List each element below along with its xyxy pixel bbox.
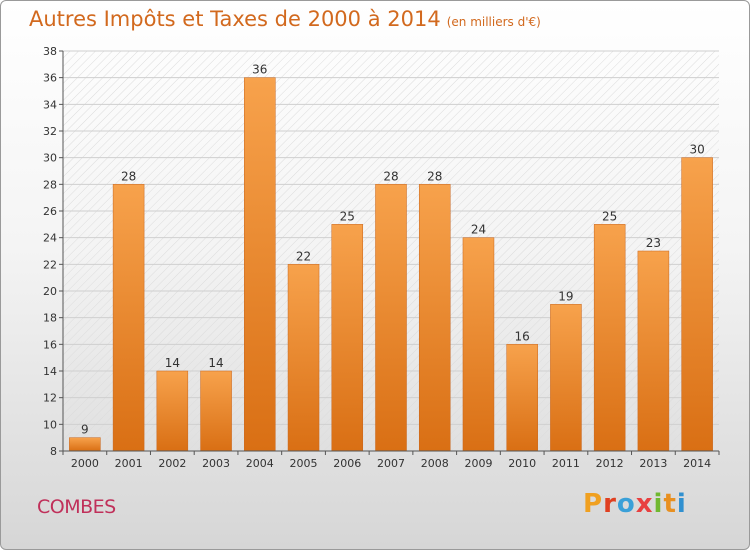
logo-letter: P <box>583 489 604 519</box>
x-tick-label-2005: 2005 <box>290 457 318 470</box>
value-label-2012: 25 <box>602 209 617 223</box>
bar-2008 <box>418 184 451 452</box>
bar-2009 <box>462 237 495 452</box>
x-tick-label-2003: 2003 <box>202 457 230 470</box>
x-tick-label-2002: 2002 <box>158 457 186 470</box>
proxiti-logo: Proxiti <box>583 489 687 519</box>
x-tick-label-2009: 2009 <box>464 457 492 470</box>
bar-2007 <box>375 184 407 452</box>
value-label-2002: 14 <box>165 356 180 370</box>
place-name: COMBES <box>37 496 116 518</box>
x-tick-label-2011: 2011 <box>552 457 580 470</box>
logo-letter: r <box>603 489 617 519</box>
chart-title-unit: (en milliers d'€) <box>446 15 541 29</box>
value-label-2014: 30 <box>689 143 704 157</box>
x-tick-label-2012: 2012 <box>596 457 624 470</box>
y-tick-label: 30 <box>43 152 57 165</box>
y-tick-label: 18 <box>43 312 57 325</box>
logo-letter: i <box>676 489 687 519</box>
y-tick-label: 36 <box>43 72 57 85</box>
x-tick-label-2000: 2000 <box>71 457 99 470</box>
y-tick-label: 38 <box>43 45 57 58</box>
bar-2001 <box>112 184 145 452</box>
y-tick-label: 34 <box>43 98 57 111</box>
value-label-2000: 9 <box>81 423 89 437</box>
bar-2013 <box>637 250 670 452</box>
value-label-2006: 25 <box>340 209 355 223</box>
y-tick-label: 10 <box>43 418 57 431</box>
value-label-2005: 22 <box>296 249 311 263</box>
x-tick-label-2008: 2008 <box>421 457 449 470</box>
value-label-2004: 36 <box>252 63 267 77</box>
value-label-2008: 28 <box>427 169 442 183</box>
y-tick-label: 22 <box>43 258 57 271</box>
bars-group <box>69 77 713 452</box>
value-label-2011: 19 <box>558 289 573 303</box>
y-tick-label: 24 <box>43 232 57 245</box>
bar-2014 <box>681 157 713 452</box>
x-tick-label-2001: 2001 <box>115 457 143 470</box>
value-label-2013: 23 <box>646 236 661 250</box>
logo-letter: i <box>653 489 664 519</box>
value-label-2007: 28 <box>383 169 398 183</box>
bar-2012 <box>593 224 626 452</box>
y-tick-label: 12 <box>43 392 57 405</box>
x-axis: 2000 2001 2002 2003 2004 2005 2006 2007 2008 2009… <box>62 450 720 470</box>
bar-2010 <box>506 344 538 452</box>
value-label-2009: 24 <box>471 223 486 237</box>
y-tick-label: 26 <box>43 205 57 218</box>
x-tick-label-2007: 2007 <box>377 457 405 470</box>
bar-2004 <box>244 77 276 452</box>
bar-2011 <box>550 304 582 452</box>
y-tick-label: 20 <box>43 285 57 298</box>
value-label-2010: 16 <box>515 329 530 343</box>
y-tick-label: 16 <box>43 338 57 351</box>
bar-2006 <box>331 224 364 452</box>
y-tick-label: 14 <box>43 365 57 378</box>
y-tick-label: 28 <box>43 178 57 191</box>
bar-2002 <box>156 370 189 452</box>
x-tick-label-2006: 2006 <box>333 457 361 470</box>
x-tick-label-2010: 2010 <box>508 457 536 470</box>
x-tick-label-2013: 2013 <box>639 457 667 470</box>
chart-title-main: Autres Impôts et Taxes de 2000 à 2014 <box>29 7 441 31</box>
y-axis: 8 10 12 14 16 18 20 22 24 26 28 30 32 34 36 38 <box>43 45 64 458</box>
chart-title: Autres Impôts et Taxes de 2000 à 2014 (en… <box>29 7 541 31</box>
y-tick-label: 32 <box>43 125 57 138</box>
bar-2000 <box>69 437 101 452</box>
x-tick-label-2014: 2014 <box>683 457 711 470</box>
logo-letter: o <box>616 489 636 519</box>
value-label-2003: 14 <box>208 356 223 370</box>
logo-letter: x <box>635 489 654 519</box>
value-labels-group: 9 28 14 14 36 22 25 28 28 24 16 19 25 23 30 <box>81 63 705 437</box>
bar-2003 <box>200 370 232 452</box>
x-tick-label-2004: 2004 <box>246 457 274 470</box>
bar-2005 <box>287 264 320 452</box>
value-label-2001: 28 <box>121 169 136 183</box>
y-tick-label: 8 <box>50 445 57 458</box>
logo-letter: t <box>663 489 677 519</box>
